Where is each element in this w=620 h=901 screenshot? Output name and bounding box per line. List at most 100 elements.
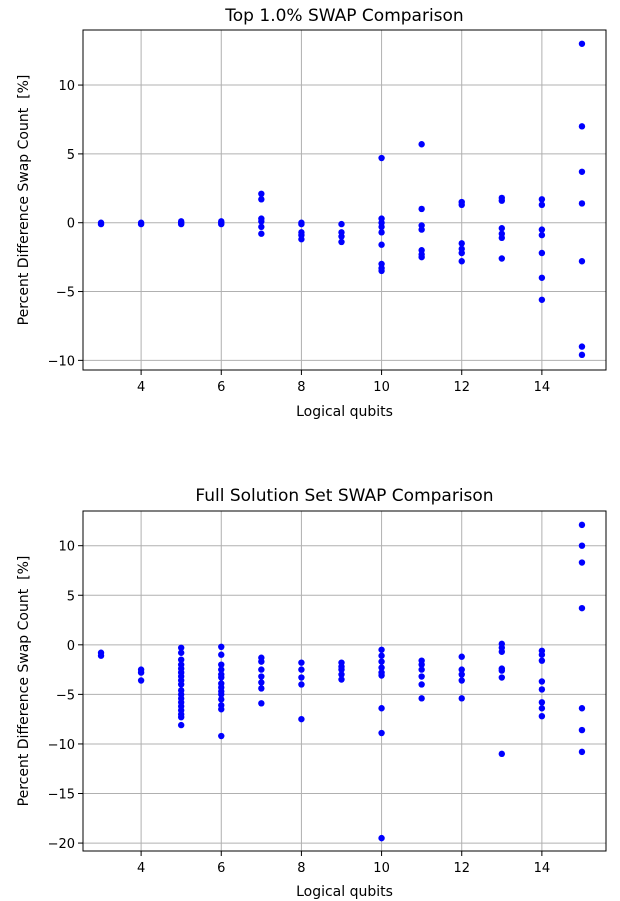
data-point xyxy=(458,240,465,247)
x-tick-label: 14 xyxy=(534,861,551,876)
data-point xyxy=(177,721,185,729)
x-tick-label: 8 xyxy=(297,380,305,395)
x-tick-label: 14 xyxy=(534,380,551,395)
data-point xyxy=(538,201,546,209)
y-tick-label: −15 xyxy=(48,788,75,803)
plot-frame xyxy=(82,510,607,852)
data-point xyxy=(298,674,305,681)
data-point xyxy=(538,686,546,693)
y-tick-label: 0 xyxy=(67,639,75,654)
y-tick-label: −10 xyxy=(48,738,75,753)
data-point xyxy=(338,671,345,678)
y-tick-label: 10 xyxy=(58,79,75,94)
data-point xyxy=(578,258,586,265)
data-point xyxy=(258,673,265,680)
data-point xyxy=(578,200,586,207)
plot-frame xyxy=(82,29,607,371)
data-point xyxy=(97,652,105,659)
data-point xyxy=(538,231,546,239)
data-point xyxy=(578,123,586,130)
data-point xyxy=(258,230,265,237)
data-point xyxy=(538,274,546,281)
data-point xyxy=(218,674,225,681)
data-point xyxy=(378,229,385,236)
data-point xyxy=(418,226,425,233)
data-point xyxy=(298,681,305,688)
x-axis-label: Logical qubits xyxy=(296,884,393,900)
data-point xyxy=(418,661,425,668)
data-point xyxy=(498,255,506,262)
data-point xyxy=(578,748,586,756)
x-axis-label: Logical qubits xyxy=(296,404,393,420)
data-point xyxy=(578,521,586,529)
y-axis-label: Percent Difference Swap Count [%] xyxy=(16,556,32,807)
data-point xyxy=(418,666,425,673)
data-point xyxy=(378,267,385,275)
data-point xyxy=(97,220,105,228)
data-point xyxy=(498,667,506,674)
data-point xyxy=(538,196,546,203)
data-point xyxy=(258,685,265,692)
data-point xyxy=(298,220,305,228)
data-point xyxy=(418,205,425,213)
data-point xyxy=(258,658,265,665)
data-point xyxy=(578,351,586,359)
data-point xyxy=(177,218,185,225)
chart-title: Top 1.0% SWAP Comparison xyxy=(224,6,463,26)
data-point xyxy=(218,651,225,658)
data-point xyxy=(498,225,506,232)
data-point xyxy=(578,40,586,47)
data-point xyxy=(338,233,345,240)
chart-2: 4 6 8 10 12 14 −20 −15 −10 −5 0 5 10 Full Solution Se… xyxy=(16,486,607,900)
data-point xyxy=(338,220,345,228)
data-point xyxy=(218,661,225,668)
data-point xyxy=(258,679,265,686)
data-point xyxy=(458,258,465,265)
data-point xyxy=(298,236,305,243)
data-point xyxy=(137,669,145,676)
data-point xyxy=(418,673,425,680)
data-point xyxy=(578,726,586,734)
data-point xyxy=(458,666,465,673)
data-point xyxy=(258,700,265,707)
data-point xyxy=(338,666,345,673)
data-point xyxy=(498,750,506,758)
data-point xyxy=(258,666,265,673)
data-point xyxy=(578,168,586,175)
data-point xyxy=(378,241,385,248)
data-point xyxy=(538,678,546,685)
data-point xyxy=(418,141,425,148)
data-point xyxy=(578,705,586,712)
data-point xyxy=(177,644,185,651)
x-tick-label: 10 xyxy=(373,861,390,876)
y-tick-label: −5 xyxy=(56,286,75,301)
data-point xyxy=(218,218,225,225)
data-point xyxy=(538,705,546,712)
data-point xyxy=(538,699,546,706)
y-axis-label: Percent Difference Swap Count [%] xyxy=(16,75,32,326)
data-point xyxy=(378,672,385,679)
data-point xyxy=(258,218,265,225)
x-tick-label: 8 xyxy=(297,861,305,876)
data-point xyxy=(378,154,385,162)
data-point xyxy=(218,666,225,673)
data-point xyxy=(218,696,225,703)
data-point xyxy=(418,695,425,702)
data-point xyxy=(137,220,145,228)
chart-1: 4 6 8 10 12 14 −10 −5 0 5 10 Top 1.0% SWAP Comparis… xyxy=(16,6,607,420)
data-point xyxy=(378,223,385,231)
chart-title: Full Solution Set SWAP Comparison xyxy=(195,486,493,506)
data-point xyxy=(218,706,225,713)
x-tick-label: 12 xyxy=(453,861,470,876)
data-point xyxy=(298,666,305,673)
x-tick-label: 4 xyxy=(137,380,145,395)
x-tick-label: 6 xyxy=(217,380,225,395)
data-point xyxy=(338,676,345,683)
y-tick-label: 5 xyxy=(67,148,75,163)
data-point xyxy=(578,604,586,612)
data-point xyxy=(378,834,385,842)
data-point xyxy=(378,729,385,737)
data-point xyxy=(378,664,385,671)
data-point xyxy=(218,643,225,651)
data-point xyxy=(458,249,465,257)
